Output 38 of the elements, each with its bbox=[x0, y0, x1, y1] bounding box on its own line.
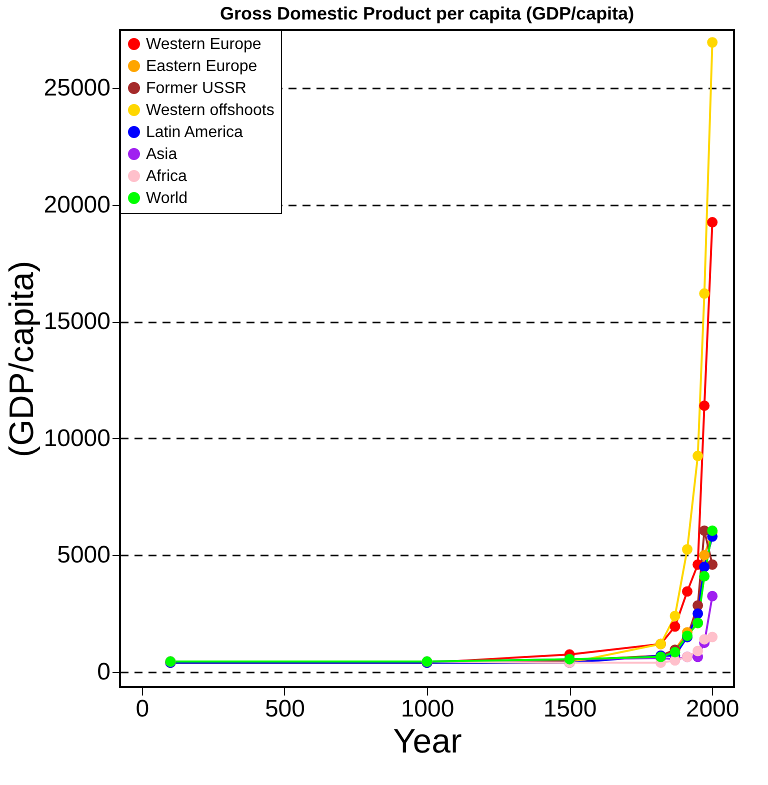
legend-label: Asia bbox=[146, 146, 178, 163]
x-tick-label: 1000 bbox=[400, 696, 454, 722]
legend-label: Latin America bbox=[146, 124, 244, 141]
point bbox=[670, 621, 680, 632]
point bbox=[682, 544, 692, 555]
point bbox=[692, 608, 704, 619]
point bbox=[699, 562, 710, 572]
point bbox=[692, 646, 704, 656]
legend-label: Eastern Europe bbox=[146, 58, 258, 75]
legend-label: Western offshoots bbox=[146, 102, 274, 119]
legend-label: Western Europe bbox=[146, 36, 262, 53]
point bbox=[699, 571, 710, 582]
point bbox=[692, 450, 704, 462]
point bbox=[682, 586, 692, 597]
point bbox=[699, 288, 710, 299]
point bbox=[699, 550, 710, 560]
chart-title: Gross Domestic Product per capita (GDP/capita) bbox=[220, 4, 634, 24]
x-tick-label: 2000 bbox=[686, 696, 740, 722]
point bbox=[707, 590, 718, 602]
y-tick-label: 5000 bbox=[57, 542, 110, 569]
legend-label: World bbox=[146, 190, 188, 207]
x-tick-label: 500 bbox=[264, 696, 305, 722]
point bbox=[707, 632, 718, 642]
x-tick-label: 0 bbox=[136, 696, 150, 722]
point bbox=[707, 37, 718, 48]
point bbox=[699, 400, 710, 411]
point bbox=[707, 217, 718, 228]
legend-label: Former USSR bbox=[146, 80, 246, 97]
y-tick-label: 20000 bbox=[44, 191, 110, 218]
x-tick-label: 1500 bbox=[543, 696, 597, 722]
y-tick-label: 25000 bbox=[44, 74, 110, 102]
legend-label: Africa bbox=[146, 168, 187, 185]
y-axis-title: (GDP/capita) bbox=[2, 260, 41, 458]
point bbox=[670, 610, 680, 622]
y-tick-label: 10000 bbox=[44, 424, 110, 452]
y-tick-label: 0 bbox=[97, 658, 110, 686]
y-tick-label: 15000 bbox=[44, 308, 110, 336]
x-axis-title: Year bbox=[393, 722, 462, 760]
